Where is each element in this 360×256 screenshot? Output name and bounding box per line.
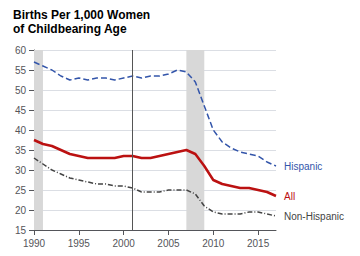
svg-text:Births Per 1,000 Women: Births Per 1,000 Women bbox=[13, 8, 150, 22]
svg-text:2005: 2005 bbox=[157, 238, 180, 249]
svg-text:2010: 2010 bbox=[202, 238, 225, 249]
svg-text:50: 50 bbox=[15, 85, 27, 96]
svg-text:15: 15 bbox=[15, 225, 27, 236]
svg-text:35: 35 bbox=[15, 145, 27, 156]
svg-text:60: 60 bbox=[15, 45, 27, 56]
svg-text:of Childbearing Age: of Childbearing Age bbox=[13, 22, 127, 36]
svg-text:Hispanic: Hispanic bbox=[284, 161, 322, 172]
svg-text:1990: 1990 bbox=[23, 238, 46, 249]
svg-text:40: 40 bbox=[15, 125, 27, 136]
svg-text:45: 45 bbox=[15, 105, 27, 116]
svg-text:2000: 2000 bbox=[113, 238, 136, 249]
svg-text:25: 25 bbox=[15, 185, 27, 196]
svg-text:20: 20 bbox=[15, 205, 27, 216]
svg-text:Non-Hispanic: Non-Hispanic bbox=[284, 211, 344, 222]
svg-text:2015: 2015 bbox=[247, 238, 270, 249]
svg-text:30: 30 bbox=[15, 165, 27, 176]
svg-text:1995: 1995 bbox=[68, 238, 91, 249]
svg-text:55: 55 bbox=[15, 65, 27, 76]
svg-text:All: All bbox=[284, 191, 295, 202]
